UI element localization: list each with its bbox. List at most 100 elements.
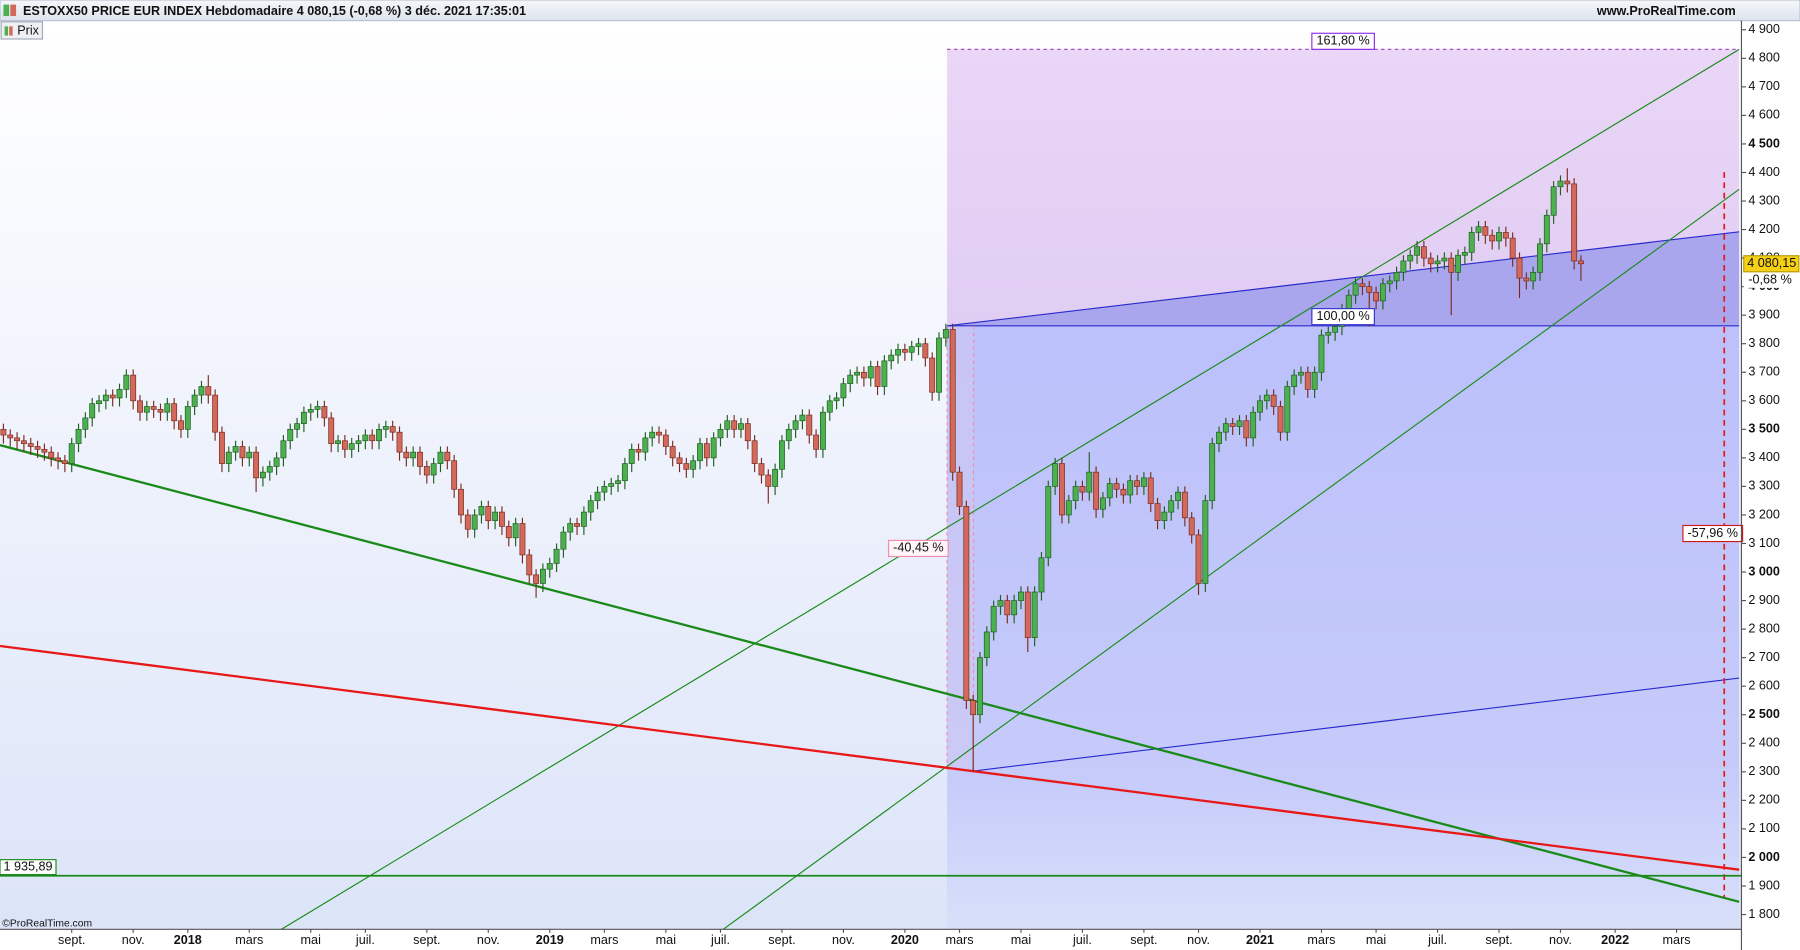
axis-background [1741, 20, 1800, 950]
y-tick-label: 4 500 [1748, 136, 1780, 150]
chart-title: ESTOXX50 PRICE EUR INDEX Hebdomadaire 4 … [23, 4, 526, 18]
y-tick-label: 2 700 [1748, 650, 1780, 664]
candle-body [478, 506, 485, 516]
candle-body [219, 431, 225, 464]
candle-body [560, 531, 567, 550]
y-tick-label: 3 900 [1748, 308, 1780, 322]
candle-body [717, 428, 724, 439]
candle-body [1550, 186, 1557, 216]
candle-body [1414, 246, 1421, 256]
candle-body [403, 451, 410, 459]
candle-body [485, 506, 492, 522]
candle-body [1386, 280, 1393, 285]
candle-body [990, 605, 997, 633]
candle-body [335, 440, 341, 444]
candle-body [738, 423, 744, 430]
candle-body [697, 443, 703, 462]
candle-body [266, 466, 273, 473]
candle-body [1441, 257, 1448, 262]
annotation: 161,80 % [1316, 34, 1369, 48]
candle-body [1502, 232, 1509, 239]
x-tick-label: 2021 [1246, 933, 1274, 947]
source: www.ProRealTime.com [1596, 4, 1736, 18]
candle-body [1257, 400, 1263, 413]
candle-body [382, 426, 389, 430]
candle-body [396, 431, 403, 453]
candle-body [601, 486, 608, 493]
candle-body [212, 394, 219, 433]
candle-body [471, 514, 478, 530]
candle-body [1571, 183, 1578, 262]
candle-body [1427, 257, 1434, 265]
y-tick-label: 1 800 [1748, 907, 1780, 921]
candle-body [915, 343, 922, 347]
candle-body [1086, 471, 1093, 493]
candle-body [34, 446, 41, 450]
x-tick-label: nov. [832, 933, 855, 947]
candle-body [437, 451, 444, 464]
reference-label: 1 935,89 [3, 859, 52, 873]
candle-body [669, 446, 676, 459]
candle-body [690, 460, 697, 470]
candle-body [840, 383, 847, 399]
candle-body [608, 483, 615, 487]
candle-body [1113, 483, 1120, 490]
candle-body [1393, 272, 1400, 282]
candle-body [1106, 483, 1113, 499]
candle-body [225, 451, 232, 464]
candle-body [546, 563, 553, 570]
candle-body [1216, 431, 1222, 444]
candle-body [1325, 331, 1332, 336]
x-tick-label: sept. [768, 933, 795, 947]
candle-body [1509, 237, 1516, 259]
candle-body [1284, 386, 1291, 433]
candle-body [922, 343, 929, 359]
candle-body [1031, 591, 1038, 639]
candle-body [1482, 226, 1489, 236]
candle-body [430, 463, 437, 476]
candle-body [724, 420, 731, 430]
candle-body [499, 511, 505, 527]
trend-line [0, 444, 1740, 903]
candle-body [1564, 180, 1571, 185]
candle-body [1270, 394, 1277, 407]
candle-body [949, 329, 956, 473]
candle-body [1154, 503, 1161, 522]
candle-body [116, 389, 123, 399]
candle-body [362, 434, 369, 442]
candle-body [936, 337, 942, 393]
y-tick-label: 3 500 [1748, 422, 1780, 436]
candle-body [1250, 411, 1257, 439]
candle-body [806, 414, 813, 436]
candle-body [642, 437, 649, 453]
candle-body [833, 397, 840, 402]
candle-body [649, 431, 656, 439]
candle-body [1516, 257, 1523, 279]
candle-body [1195, 534, 1202, 584]
candle-body [785, 428, 792, 442]
y-tick-label: 2 600 [1748, 679, 1780, 693]
candle-body [1379, 283, 1386, 302]
labels: 1 800 1 900 2 000 2 100 2 200 2 300 2 400 2 500… [0, 22, 1800, 947]
candle-body [1489, 234, 1496, 242]
change-label: -0,68 % [1748, 273, 1791, 287]
candle-body [867, 366, 874, 379]
x-tick-label: 2019 [536, 933, 564, 947]
candle-body [772, 468, 779, 487]
y-tick-label: 3 300 [1748, 479, 1780, 493]
candle-body [1168, 500, 1175, 513]
candle-body [1202, 500, 1209, 584]
candle-body [526, 554, 533, 576]
candle-body [1291, 374, 1298, 387]
candle-body [1311, 371, 1318, 390]
candle-body [61, 460, 68, 464]
y-tick-label: 4 200 [1748, 222, 1780, 236]
candle-body [519, 523, 526, 556]
x-tick-label: mars [1307, 933, 1335, 947]
annotation-box [1311, 308, 1375, 326]
candle-body [1127, 480, 1134, 496]
candle-body [533, 574, 540, 584]
candle-body [1277, 406, 1284, 433]
trend-line [0, 644, 1740, 871]
